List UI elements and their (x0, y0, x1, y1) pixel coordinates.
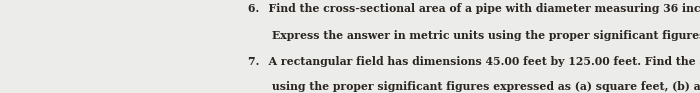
Text: 7.  A rectangular field has dimensions 45.00 feet by 125.00 feet. Find the area: 7. A rectangular field has dimensions 45… (248, 56, 700, 67)
Text: 6.  Find the cross-sectional area of a pipe with diameter measuring 36 inches.: 6. Find the cross-sectional area of a pi… (248, 3, 700, 14)
Text: using the proper significant figures expressed as (a) square feet, (b) acres,: using the proper significant figures exp… (272, 81, 700, 92)
Text: Express the answer in metric units using the proper significant figures.: Express the answer in metric units using… (272, 30, 700, 41)
